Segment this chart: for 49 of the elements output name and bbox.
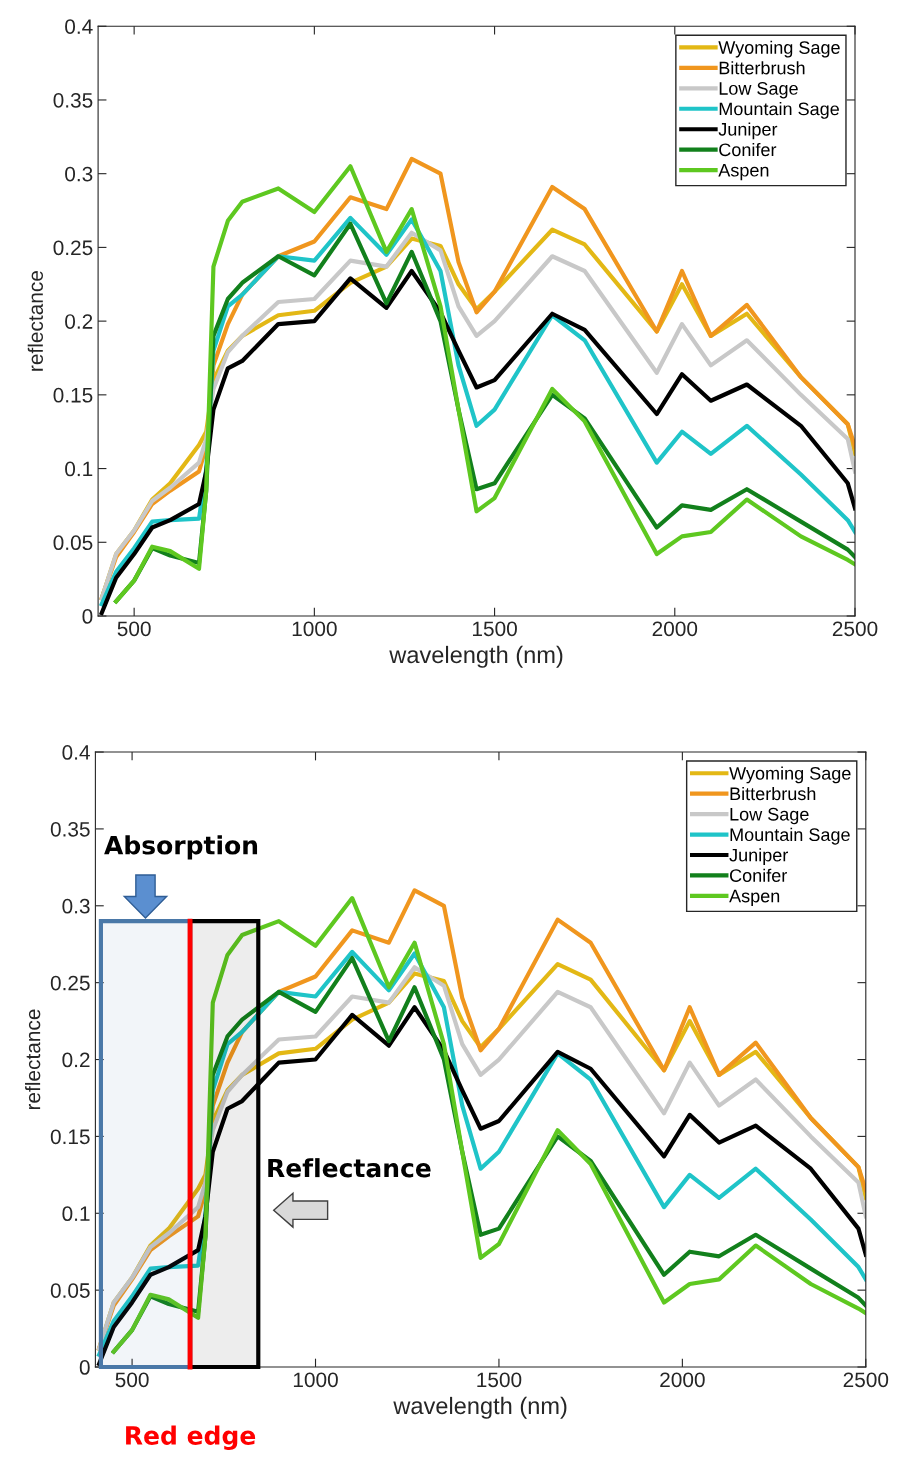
y-tick-label: 0.3 <box>65 166 93 182</box>
legend-label: Low Sage <box>719 82 798 99</box>
y-tick-label: 0.05 <box>50 1283 90 1298</box>
ref-line-label: Red edge <box>126 1425 256 1450</box>
y-tick-label: 0.2 <box>62 1052 90 1068</box>
x-axis-title: wavelength (nm) <box>393 1396 567 1419</box>
band-label: Absorption <box>104 835 258 860</box>
y-tick-label: 0.25 <box>50 975 90 991</box>
legend-label: Low Sage <box>730 807 809 825</box>
y-tick-label: 0.4 <box>65 19 93 34</box>
y-tick-label: 0.35 <box>53 92 93 108</box>
x-axis-title: wavelength (nm) <box>389 645 563 668</box>
y-axis-title: reflectance <box>25 1009 41 1110</box>
legend-label: Aspen <box>718 164 769 181</box>
y-tick-label: 0.3 <box>62 898 90 914</box>
y-tick-label: 0.1 <box>62 1206 90 1222</box>
y-tick-label: 0.4 <box>62 745 90 760</box>
y-tick-label: 0.1 <box>65 461 93 477</box>
y-tick-label: 0.25 <box>53 240 93 256</box>
legend-label: Conifer <box>719 142 777 157</box>
x-tick-label: 500 <box>117 621 151 637</box>
x-tick-label: 2500 <box>843 1372 889 1388</box>
y-tick-label: 0.35 <box>50 821 90 837</box>
x-tick-label: 1000 <box>292 621 337 637</box>
x-tick-label: 2500 <box>832 621 878 637</box>
legend-label: Wyoming Sage <box>718 40 840 58</box>
legend-label: Juniper <box>718 122 778 140</box>
legend-label: Juniper <box>729 848 789 866</box>
y-tick-label: 0 <box>79 1360 90 1375</box>
x-tick-label: 2000 <box>660 1372 705 1388</box>
x-tick-label: 500 <box>115 1372 149 1388</box>
y-axis-title: reflectance <box>27 271 44 371</box>
y-tick-label: 0.2 <box>65 314 93 329</box>
legend-label: Wyoming Sage <box>729 766 851 784</box>
legend-label: Conifer <box>730 868 787 882</box>
x-tick-label: 1500 <box>477 1372 522 1388</box>
legend-label: Bitterbrush <box>719 61 805 75</box>
y-tick-label: 0 <box>82 609 93 624</box>
legend-label: Aspen <box>729 889 780 906</box>
x-tick-label: 1500 <box>472 621 517 637</box>
x-tick-label: 2000 <box>652 621 698 637</box>
legend-label: Mountain Sage <box>719 102 839 119</box>
y-tick-label: 0.15 <box>53 387 93 403</box>
legend-label: Bitterbrush <box>730 786 816 801</box>
x-tick-label: 1000 <box>293 1372 338 1388</box>
y-tick-label: 0.05 <box>53 535 93 551</box>
band-label: Reflectance <box>268 1158 431 1178</box>
y-tick-label: 0.15 <box>50 1129 90 1145</box>
legend-label: Mountain Sage <box>730 827 850 845</box>
